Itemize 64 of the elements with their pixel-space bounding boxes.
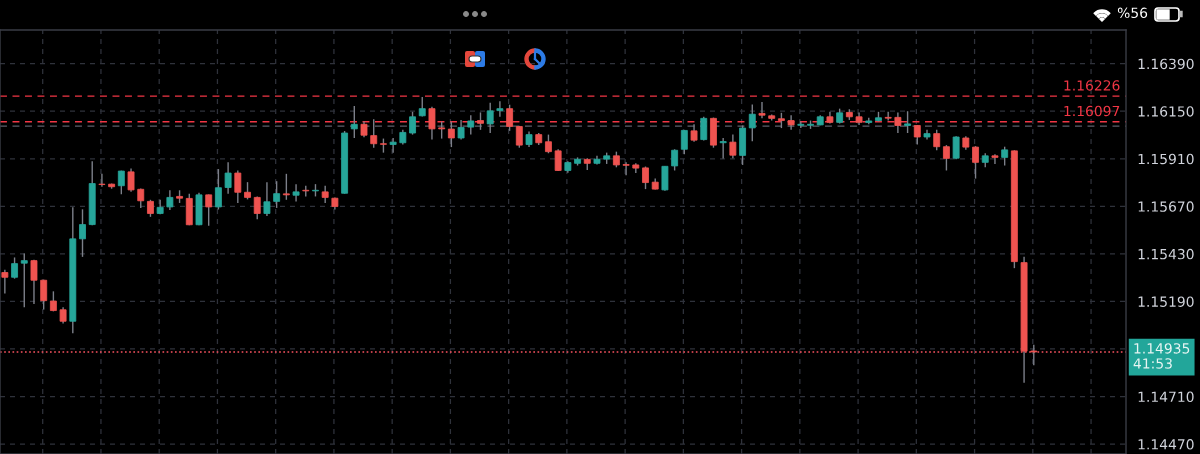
candlestick (98, 173, 106, 188)
candlestick (205, 193, 213, 227)
candlestick (729, 133, 737, 159)
candlestick (224, 161, 232, 195)
candlestick (40, 278, 48, 311)
ref-line-label: 1.16226 (1064, 80, 1120, 91)
candlestick (884, 111, 892, 122)
y-tick-label: 1.14470 (1138, 439, 1194, 450)
candlestick (370, 118, 378, 149)
candlestick (467, 114, 475, 136)
y-tick-label: 1.15190 (1138, 296, 1194, 307)
y-tick-label: 1.16390 (1138, 58, 1194, 70)
candlestick (758, 101, 766, 120)
candlestick (457, 119, 465, 141)
y-tick-label: 1.16150 (1138, 106, 1194, 117)
candlestick (30, 259, 38, 305)
candlestick (127, 167, 135, 193)
candlestick (622, 161, 630, 176)
candlestick (428, 106, 436, 141)
candlestick (79, 208, 86, 258)
candlestick (20, 252, 28, 308)
candlestick (671, 148, 679, 172)
candlestick (117, 169, 125, 195)
candlestick (748, 103, 756, 142)
candlestick (234, 169, 242, 204)
candlestick (515, 125, 523, 149)
candlestick (904, 110, 912, 134)
candlestick (273, 180, 281, 209)
candlestick (933, 129, 941, 151)
candlestick (913, 124, 921, 146)
candlestick (1030, 343, 1038, 366)
y-tick-label: 1.15910 (1138, 153, 1194, 165)
candlestick (389, 137, 397, 154)
candlestick (292, 183, 300, 203)
candlestick (1001, 146, 1009, 167)
candlestick (1, 269, 9, 295)
y-tick-label: 1.14710 (1138, 391, 1194, 403)
candlestick (263, 181, 271, 217)
candlestick (787, 114, 795, 131)
candlestick (447, 120, 455, 148)
y-tick-label: 1.15430 (1138, 248, 1194, 260)
candlestick (350, 105, 358, 139)
candlestick (545, 133, 552, 154)
candlestick (253, 195, 261, 220)
candlestick (409, 111, 416, 136)
candlestick (496, 100, 504, 118)
candlestick (894, 111, 902, 134)
candlestick (942, 144, 950, 172)
candlestick (972, 145, 979, 180)
candlestick (282, 173, 290, 201)
y-tick-label: 1.15670 (1138, 201, 1194, 212)
candlestick (719, 137, 727, 160)
candlestick (680, 129, 688, 155)
candlestick (214, 168, 222, 211)
ref-line-label: 1.14935 41:53 (1133, 343, 1190, 369)
candlestick (166, 189, 174, 211)
candlestick (700, 116, 708, 142)
ref-line-label: 1.16097 (1064, 105, 1120, 117)
candlestick (11, 256, 18, 280)
candlestick (486, 102, 494, 134)
candlestick (506, 104, 514, 132)
candlestick (661, 165, 669, 192)
candlestick (991, 153, 999, 165)
text: %56 (1117, 7, 1148, 19)
